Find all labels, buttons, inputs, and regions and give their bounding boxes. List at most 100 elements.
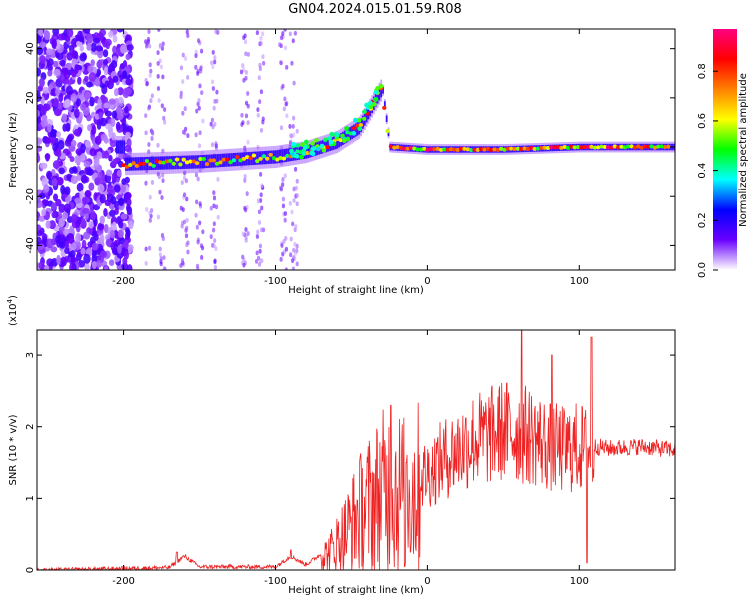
ridge-point [356, 117, 362, 123]
snr-x-label: Height of straight line (km) [288, 585, 424, 596]
noise-blob [160, 195, 164, 200]
noise-blob [122, 70, 128, 78]
noise-blob [289, 236, 293, 242]
noise-blob [159, 256, 163, 261]
ridge-point [178, 162, 183, 167]
noise-blob [88, 182, 95, 191]
noise-blob [157, 98, 161, 103]
noise-blob [295, 243, 299, 249]
noise-blob [213, 59, 217, 65]
colorbar-tick-label: 0.0 [697, 262, 708, 278]
noise-blob [289, 252, 293, 258]
ridge-point [468, 148, 474, 153]
colorbar-tick-label: 0.4 [697, 163, 708, 179]
noise-blob [196, 239, 200, 245]
noise-blob [80, 174, 88, 184]
ridge-point [164, 159, 170, 164]
ridge-band [362, 115, 364, 129]
noise-blob [144, 246, 148, 252]
noise-blob [53, 68, 61, 77]
noise-blob [108, 259, 115, 267]
noise-blob [103, 208, 108, 217]
noise-blob [37, 109, 40, 118]
ridge-band [327, 138, 330, 152]
ridge-band [283, 148, 286, 163]
noise-blob [261, 54, 265, 60]
noise-blob [70, 214, 78, 223]
noise-blob [49, 128, 57, 138]
noise-blob [75, 98, 82, 107]
ridge-band [183, 155, 186, 169]
noise-blob [58, 217, 65, 228]
noise-blob [120, 213, 128, 220]
noise-blob [103, 136, 109, 144]
ridge-point [309, 150, 315, 155]
ridge-point [124, 164, 130, 169]
ridge-point [168, 158, 173, 163]
noise-blob [46, 258, 54, 267]
noise-blob [292, 132, 296, 138]
noise-blob [211, 64, 215, 70]
noise-blob [148, 217, 152, 223]
ridge-point [141, 161, 146, 166]
ridge-point [198, 156, 203, 161]
noise-blob [147, 245, 152, 251]
ridge-point [358, 122, 364, 127]
noise-blob [195, 108, 199, 114]
noise-blob [37, 195, 41, 204]
noise-blob [44, 30, 51, 41]
noise-blob [279, 35, 284, 41]
noise-blob [64, 98, 71, 108]
ridge-point [362, 116, 367, 121]
ridge-point [299, 154, 304, 160]
noise-blob [283, 45, 288, 51]
noise-blob [92, 260, 97, 270]
noise-blob [37, 35, 42, 44]
ridge-point [161, 160, 166, 165]
noise-blob [52, 60, 59, 68]
noise-blob [37, 243, 45, 250]
ridge-point [204, 162, 210, 167]
ridge-point [512, 146, 517, 151]
noise-blob [97, 222, 105, 231]
noise-blob [96, 60, 103, 69]
ridge-point [666, 144, 671, 149]
noise-blob [246, 231, 250, 236]
noise-blob [75, 240, 81, 251]
noise-blob [156, 214, 161, 220]
noise-blob [215, 89, 219, 95]
ridge-point [218, 160, 223, 165]
noise-blob [80, 247, 86, 255]
noise-blob [196, 71, 200, 76]
noise-blob [86, 43, 92, 51]
ridge-band [383, 101, 386, 108]
noise-blob [288, 200, 292, 206]
ridge-point [323, 137, 328, 143]
noise-blob [212, 195, 217, 201]
ridge-point [405, 146, 410, 151]
noise-blob [64, 246, 70, 255]
noise-blob [106, 184, 115, 195]
ridge-band [203, 154, 206, 169]
noise-blob [56, 147, 62, 158]
noise-blob [288, 31, 292, 37]
noise-blob [185, 196, 189, 202]
snr-series-line [37, 330, 675, 570]
ridge-point [373, 89, 379, 95]
noise-blob [80, 217, 86, 227]
ridge-band [387, 129, 390, 137]
noise-blob [210, 142, 215, 148]
spectrogram-y-tick-label: 40 [25, 42, 36, 55]
ridge-band [380, 84, 383, 98]
noise-blob [212, 243, 216, 249]
ridge-point [265, 156, 270, 161]
noise-blob [292, 198, 296, 203]
noise-blob [284, 246, 289, 252]
ridge-band [296, 146, 299, 161]
noise-blob [38, 261, 44, 270]
noise-blob [293, 166, 298, 172]
noise-blob [197, 105, 201, 111]
noise-blob [161, 172, 165, 178]
ridge-band [269, 150, 271, 164]
spectrogram-y-label: Frequency (Hz) [8, 112, 19, 188]
